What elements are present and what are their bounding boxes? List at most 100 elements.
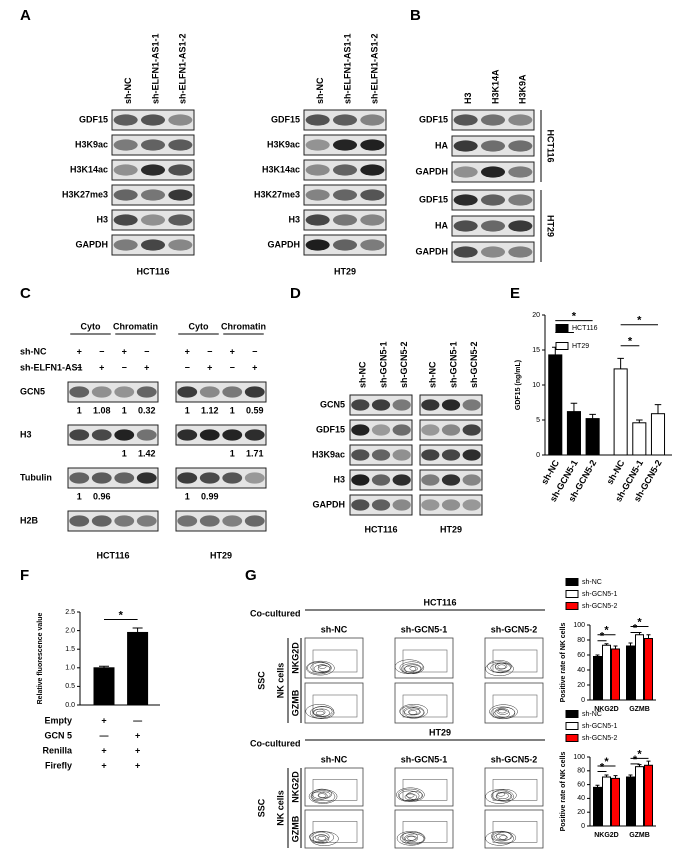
- band: [91, 515, 112, 527]
- band: [508, 246, 533, 258]
- row-label: H3K9ac: [312, 449, 345, 459]
- band: [441, 474, 461, 486]
- contour: [313, 664, 331, 674]
- row-label: GDF15: [419, 194, 448, 204]
- band: [140, 214, 166, 226]
- sig-star: *: [604, 756, 609, 768]
- lane-label: sh-GCN5-2: [399, 341, 409, 388]
- panel-label: E: [510, 285, 520, 302]
- quant: 1: [185, 491, 190, 501]
- blot: [175, 424, 267, 446]
- error-bar: [99, 665, 109, 668]
- contour: [408, 710, 418, 715]
- gate: [402, 779, 448, 801]
- panel-label: A: [20, 7, 31, 24]
- quant: 1: [230, 405, 235, 415]
- error-bar: [646, 760, 651, 766]
- panel-label: G: [245, 567, 257, 584]
- condition-sign: +: [135, 760, 140, 770]
- contour: [310, 662, 331, 673]
- blot: [67, 510, 159, 532]
- contour: [311, 791, 328, 801]
- y-tick-label: 0: [581, 697, 585, 704]
- band: [136, 472, 157, 484]
- condition-sign: +: [185, 346, 190, 356]
- gate: [312, 649, 358, 673]
- quant: 1: [77, 405, 82, 415]
- lane-label: sh-NC: [123, 77, 133, 104]
- band: [508, 114, 533, 126]
- band: [421, 474, 440, 486]
- band: [136, 386, 157, 398]
- y-tick-label: 10: [532, 382, 540, 389]
- band: [140, 139, 166, 151]
- band: [360, 114, 385, 126]
- legend-swatch: [565, 722, 579, 730]
- contour: [499, 835, 508, 840]
- contour: [494, 833, 507, 841]
- contour: [489, 704, 518, 719]
- lane-label: H3K14A: [490, 69, 500, 104]
- sig-star: *: [600, 761, 605, 773]
- column-label: sh-GCN5-1: [401, 754, 448, 764]
- quant: 1: [77, 491, 82, 501]
- flow-plot: [394, 809, 454, 849]
- legend-swatch: [565, 710, 579, 718]
- error-bar: [628, 642, 633, 646]
- row-label: H3: [333, 474, 345, 484]
- y-tick-label: 15: [532, 347, 540, 354]
- blot: [175, 381, 267, 403]
- x-tick-label: GZMB: [629, 832, 650, 839]
- bar: [632, 422, 647, 456]
- condition-sign: +: [207, 362, 212, 372]
- band: [351, 424, 370, 436]
- flow-plot: [484, 809, 544, 849]
- panel-label: D: [290, 285, 301, 302]
- legend-swatch: [565, 578, 579, 586]
- band: [351, 399, 370, 411]
- cell-line: HT29: [440, 524, 462, 534]
- band: [140, 189, 166, 201]
- band: [168, 214, 193, 226]
- contour: [396, 787, 425, 803]
- legend-label: sh-GCN5-1: [582, 591, 618, 598]
- cell-line: HCT116: [423, 597, 456, 607]
- legend-label: sh-GCN5-2: [582, 735, 618, 742]
- y-axis-label: Positive rate of NK cells: [560, 752, 567, 832]
- band: [480, 194, 506, 206]
- y-tick-label: 40: [577, 667, 585, 674]
- band: [392, 424, 411, 436]
- band: [441, 449, 461, 461]
- band: [371, 399, 391, 411]
- band: [360, 239, 385, 251]
- row-label: H3K9ac: [75, 139, 108, 149]
- legend-swatch: [565, 734, 579, 742]
- band: [453, 194, 478, 206]
- legend-label: sh-NC: [582, 711, 602, 718]
- legend-label: HCT116: [572, 325, 598, 332]
- x-tick-label: NKG2D: [594, 706, 619, 713]
- condition-sign: +: [135, 730, 140, 740]
- quant: 1.42: [138, 448, 156, 458]
- flow-plot: [304, 767, 364, 807]
- condition-sign: +: [77, 346, 82, 356]
- row-label: H3: [288, 214, 300, 224]
- contour: [492, 789, 517, 802]
- legend-swatch: [555, 342, 569, 350]
- error-bar: [589, 413, 596, 419]
- band: [462, 474, 481, 486]
- ssc-label: SSC: [256, 671, 266, 690]
- band: [421, 499, 440, 511]
- band: [360, 189, 385, 201]
- error-bar: [570, 402, 578, 412]
- co-cultured: Co-cultured: [250, 738, 301, 748]
- contour: [399, 831, 425, 845]
- condition-label: sh-ELFN1-AS1: [20, 362, 83, 372]
- band: [199, 515, 220, 527]
- error-bar: [617, 357, 624, 369]
- gate: [402, 649, 448, 673]
- error-bar: [636, 419, 643, 423]
- bar: [644, 638, 653, 701]
- cell-line: HT29: [429, 727, 451, 737]
